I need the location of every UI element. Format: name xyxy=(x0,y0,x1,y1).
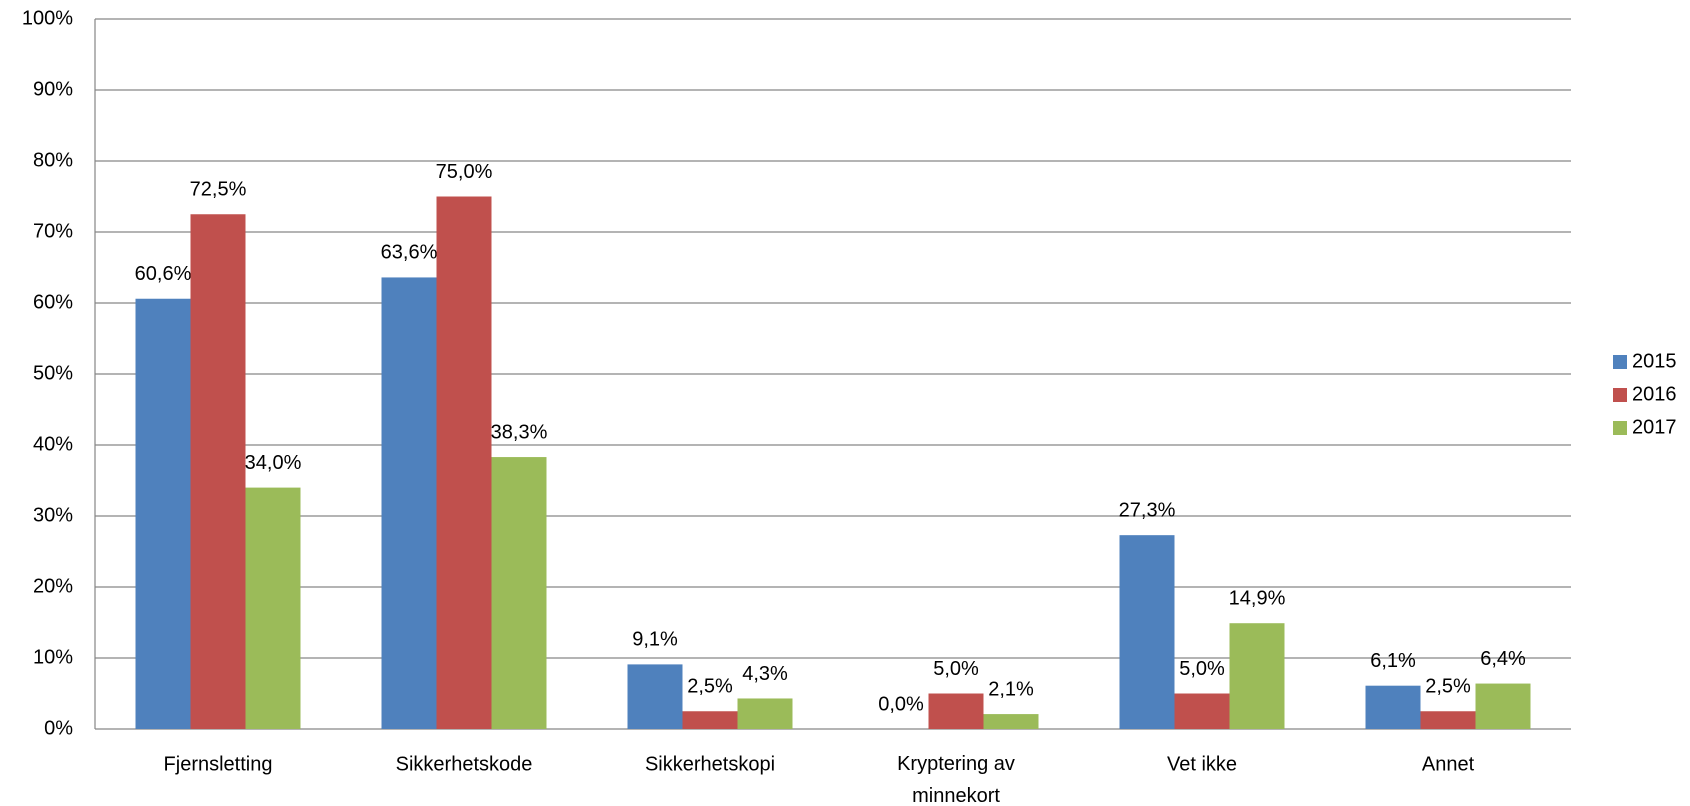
bar xyxy=(436,196,492,729)
bar xyxy=(1174,693,1230,729)
bar xyxy=(245,487,301,729)
value-label: 2,5% xyxy=(687,676,733,698)
bar xyxy=(928,693,984,729)
x-tick-label: Fjernsletting xyxy=(164,753,273,775)
value-label: 5,0% xyxy=(933,658,979,680)
y-tick-label: 60% xyxy=(33,291,73,313)
y-tick-label: 0% xyxy=(44,717,73,739)
bar xyxy=(1119,535,1175,729)
y-tick-label: 30% xyxy=(33,504,73,526)
legend-swatch xyxy=(1613,355,1627,369)
y-tick-label: 80% xyxy=(33,149,73,171)
value-label: 9,1% xyxy=(632,629,678,651)
bar xyxy=(1420,711,1476,729)
value-label: 38,3% xyxy=(491,421,548,443)
bar xyxy=(983,714,1039,729)
bar xyxy=(1229,623,1285,729)
y-tick-label: 20% xyxy=(33,575,73,597)
y-tick-label: 40% xyxy=(33,433,73,455)
y-tick-label: 70% xyxy=(33,220,73,242)
value-label: 2,1% xyxy=(988,678,1034,700)
value-label: 27,3% xyxy=(1119,499,1176,521)
value-label: 2,5% xyxy=(1425,676,1471,698)
legend-label: 2017 xyxy=(1632,416,1677,438)
x-tick-label: Annet xyxy=(1422,753,1475,775)
y-tick-label: 100% xyxy=(22,7,73,29)
x-tick-label: Sikkerhetskopi xyxy=(645,753,775,775)
value-label: 60,6% xyxy=(135,263,192,285)
bar xyxy=(1365,685,1421,729)
value-label: 6,1% xyxy=(1370,650,1416,672)
bar xyxy=(737,698,793,729)
bar xyxy=(135,298,191,729)
y-tick-label: 50% xyxy=(33,362,73,384)
value-label: 34,0% xyxy=(245,452,302,474)
value-label: 0,0% xyxy=(878,693,924,715)
x-tick-label: Vet ikke xyxy=(1167,753,1237,775)
value-label: 6,4% xyxy=(1480,648,1526,670)
y-tick-label: 90% xyxy=(33,78,73,100)
value-label: 72,5% xyxy=(190,179,247,201)
bar xyxy=(682,711,738,729)
value-label: 4,3% xyxy=(742,663,788,685)
legend-swatch xyxy=(1613,421,1627,435)
legend-swatch xyxy=(1613,388,1627,402)
bar xyxy=(491,457,547,729)
value-label: 5,0% xyxy=(1179,658,1225,680)
bar xyxy=(190,214,246,729)
legend-label: 2016 xyxy=(1632,383,1677,405)
value-label: 63,6% xyxy=(381,242,438,264)
value-label: 75,0% xyxy=(436,161,493,183)
bar xyxy=(627,664,683,729)
y-tick-label: 10% xyxy=(33,646,73,668)
bar xyxy=(381,277,437,729)
value-label: 14,9% xyxy=(1229,587,1286,609)
x-tick-label: Kryptering av minnekort xyxy=(897,753,1015,806)
legend-label: 2015 xyxy=(1632,350,1677,372)
bar xyxy=(1475,683,1531,729)
x-tick-label: Sikkerhetskode xyxy=(396,753,533,775)
